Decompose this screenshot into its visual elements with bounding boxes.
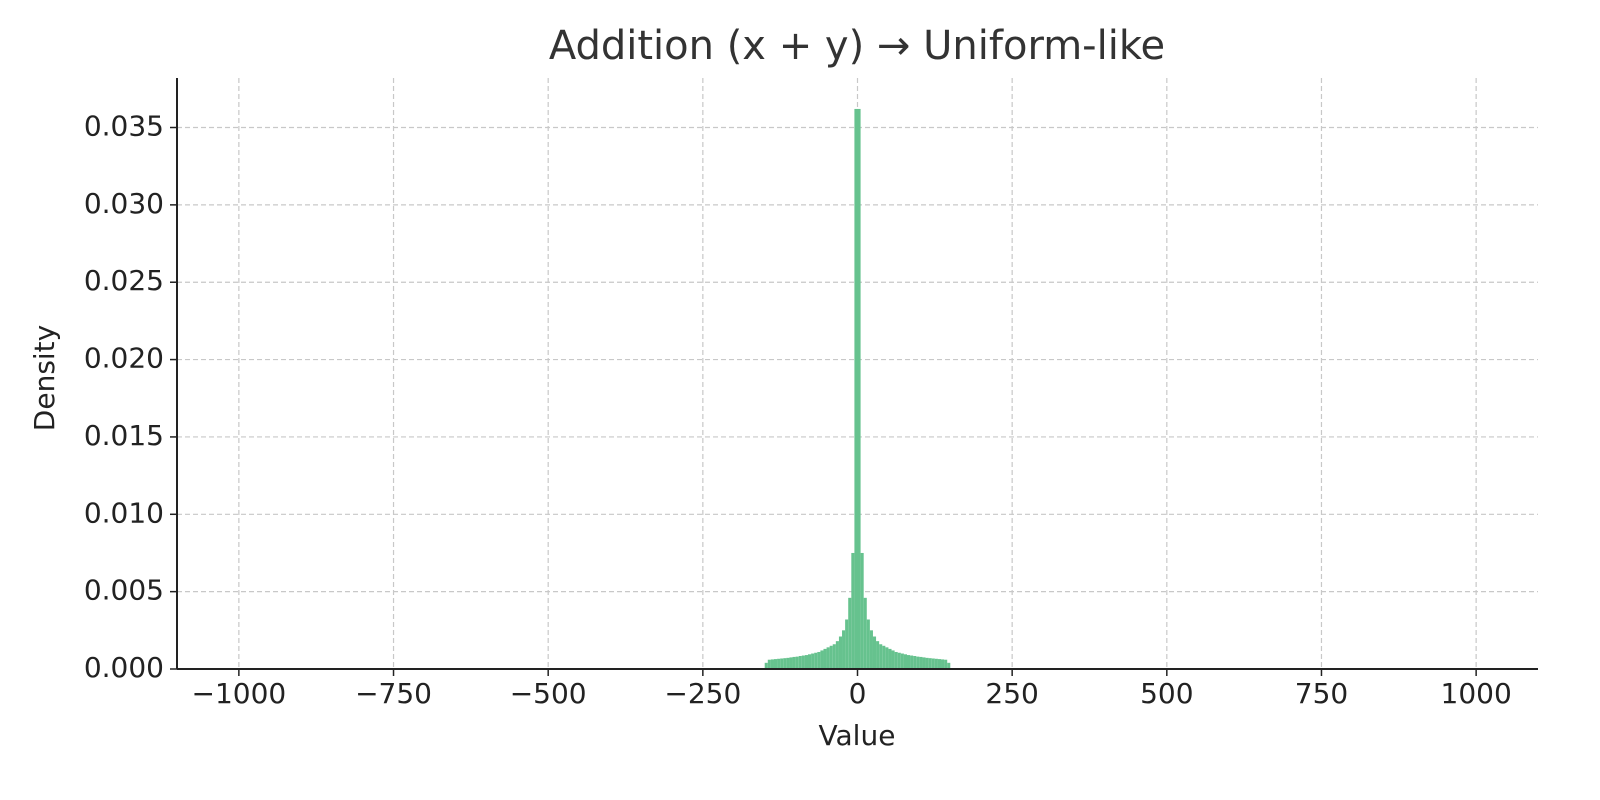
x-tick-label: −1000 — [192, 677, 287, 710]
histogram-bar — [780, 658, 784, 669]
bars — [764, 108, 951, 670]
histogram-bar — [866, 619, 870, 669]
y-tick-label: 0.025 — [84, 264, 164, 297]
chart-title: Addition (x + y) → Uniform-like — [549, 23, 1165, 69]
histogram-bar — [860, 552, 864, 669]
histogram-bar — [931, 658, 935, 669]
histogram-bar — [773, 659, 778, 669]
histogram-bar — [944, 659, 948, 669]
histogram-bar — [838, 636, 843, 669]
histogram-bar — [947, 662, 951, 669]
histogram-bar — [826, 647, 830, 669]
histogram-bar — [789, 657, 793, 669]
y-tick-label: 0.010 — [84, 496, 164, 529]
histogram-bar — [876, 641, 880, 669]
y-tick-label: 0.035 — [84, 110, 164, 143]
histogram-bar — [941, 659, 945, 669]
histogram-bar — [770, 659, 774, 669]
y-tick-label: 0.020 — [84, 342, 164, 375]
histogram-bar — [783, 658, 787, 669]
histogram-bar — [842, 630, 846, 669]
histogram-bar — [900, 653, 904, 669]
x-axis-label: Value — [819, 719, 896, 752]
histogram-bar — [814, 652, 818, 669]
x-tick-label: −500 — [510, 677, 587, 710]
histogram-bar — [851, 552, 855, 669]
x-tick-label: −750 — [355, 677, 432, 710]
histogram-bar — [906, 655, 911, 669]
histogram-bar — [894, 651, 898, 669]
histogram-bar — [879, 644, 883, 669]
axes: −1000 −750 −500 −250 0 250 500 750 1000 0.000 0.00… — [84, 110, 1512, 710]
y-tick-label: 0.000 — [84, 651, 164, 684]
histogram-bar — [811, 653, 815, 669]
histogram-bar — [922, 657, 926, 669]
histogram-bar — [795, 656, 799, 669]
x-tick-label: 750 — [1295, 677, 1348, 710]
histogram-bar — [820, 650, 824, 669]
histogram-bar — [808, 654, 812, 669]
histogram-bar — [848, 597, 852, 669]
histogram-bar — [897, 652, 901, 669]
histogram-bar — [913, 656, 917, 669]
y-tick-label: 0.005 — [84, 574, 164, 607]
histogram-bar — [764, 662, 768, 669]
x-tick-label: 500 — [1140, 677, 1193, 710]
histogram-bar — [786, 657, 790, 669]
histogram-bar — [937, 659, 942, 669]
histogram-bar — [863, 597, 867, 669]
histogram-bar — [835, 641, 839, 669]
histogram-bar — [885, 647, 889, 669]
histogram-bar — [767, 659, 771, 669]
histogram-bar — [910, 655, 914, 669]
histogram-bar — [928, 658, 932, 669]
x-tick-label: −250 — [664, 677, 741, 710]
y-axis-label: Density — [28, 325, 61, 431]
histogram-bar — [798, 656, 802, 669]
histogram-bar — [823, 648, 827, 669]
histogram-bar — [792, 656, 796, 669]
x-tick-label: 0 — [849, 677, 867, 710]
histogram-bar — [934, 658, 938, 669]
histogram-bar — [882, 645, 886, 669]
histogram-bar — [801, 655, 805, 669]
histogram-bar — [854, 108, 858, 670]
histogram-bar — [872, 636, 877, 669]
y-tick-label: 0.030 — [84, 187, 164, 220]
x-tick-label: 1000 — [1441, 677, 1512, 710]
histogram-bar — [903, 654, 907, 669]
histogram-bar — [869, 630, 873, 669]
histogram-bar — [857, 108, 861, 670]
histogram-bar — [829, 645, 833, 669]
histogram-bar — [817, 651, 821, 669]
y-tick-label: 0.015 — [84, 419, 164, 452]
histogram-bar — [832, 644, 836, 669]
histogram-bar — [845, 619, 849, 669]
histogram-bar — [891, 650, 895, 669]
histogram-bar — [888, 648, 892, 669]
histogram-bar — [925, 657, 929, 669]
histogram-bar — [777, 658, 781, 669]
histogram-bar — [804, 655, 809, 669]
x-tick-label: 250 — [985, 677, 1038, 710]
histogram-bar — [919, 656, 923, 669]
histogram-bar — [916, 656, 920, 669]
